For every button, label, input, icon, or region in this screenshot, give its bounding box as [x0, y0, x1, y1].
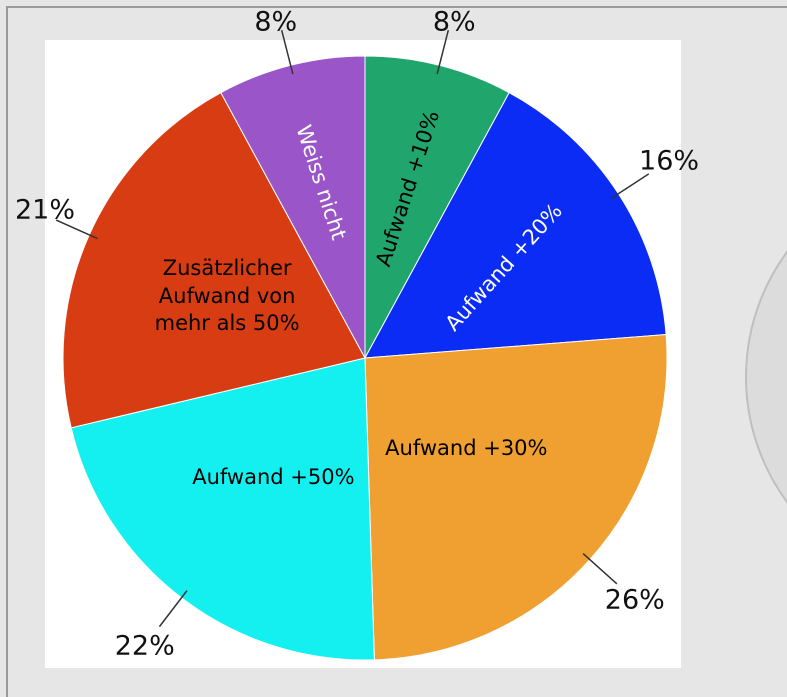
- leader-line: [158, 590, 188, 628]
- value-label: 16%: [639, 145, 700, 177]
- leader-line: [610, 173, 650, 200]
- frame: [6, 6, 787, 697]
- leader-line: [280, 29, 294, 75]
- value-label: 8%: [254, 6, 298, 38]
- value-label: 21%: [14, 194, 76, 226]
- value-label: 22%: [114, 630, 175, 662]
- value-label: 8%: [432, 6, 476, 38]
- leader-line: [436, 29, 450, 75]
- value-label: 26%: [604, 584, 665, 616]
- category-label: Aufwand +50%: [192, 465, 355, 490]
- leader-line: [55, 219, 98, 240]
- category-label: Zusätzlicher Aufwand von mehr als 50%: [154, 256, 300, 336]
- leader-line: [582, 553, 618, 585]
- category-label: Aufwand +30%: [385, 436, 548, 461]
